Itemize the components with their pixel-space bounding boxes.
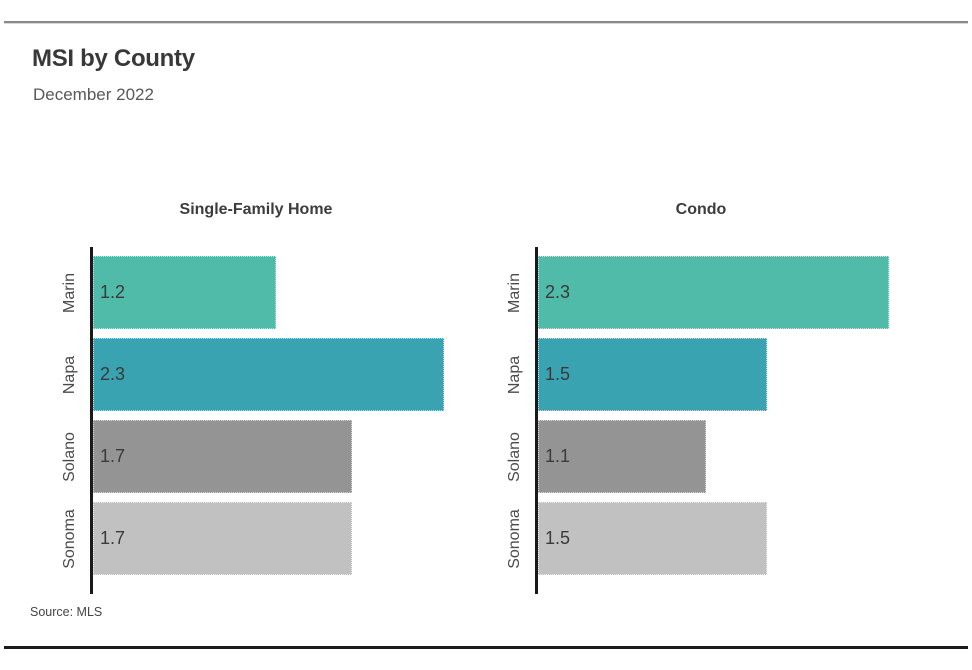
bar-sonoma: 1.7 xyxy=(93,502,353,575)
bar-value-label: 1.1 xyxy=(545,446,571,466)
bar-value-label: 1.5 xyxy=(545,364,571,384)
page-subtitle: December 2022 xyxy=(33,85,154,104)
bar-row: Napa 1.5 xyxy=(498,338,904,411)
bar-solano: 1.1 xyxy=(538,420,706,493)
plot-area: Marin 1.2 Napa 2.3 Solano 1.7 xyxy=(53,247,459,594)
y-axis-line xyxy=(535,247,538,594)
bar-value-label: 1.7 xyxy=(100,446,126,466)
bar-row: Marin 1.2 xyxy=(53,256,459,329)
bar-value-label: 1.5 xyxy=(545,528,571,548)
bar-napa: 1.5 xyxy=(538,338,767,411)
bar-row: Napa 2.3 xyxy=(53,338,459,411)
bar-marin: 2.3 xyxy=(538,256,889,329)
bar-row: Sonoma 1.5 xyxy=(498,502,904,575)
county-label: Napa xyxy=(60,355,78,394)
bar-value-label: 2.3 xyxy=(545,282,571,302)
bar-row: Marin 2.3 xyxy=(498,256,904,329)
page-title: MSI by County xyxy=(32,45,195,72)
county-label: Sonoma xyxy=(60,508,78,569)
county-label: Marin xyxy=(505,272,523,313)
bar-value-label: 1.2 xyxy=(100,282,126,302)
bar-chart-single-family-home: Single-Family Home Marin 1.2 Napa 2.3 xyxy=(53,200,459,594)
bar-row: Solano 1.1 xyxy=(498,420,904,493)
bar-row: Sonoma 1.7 xyxy=(53,502,459,575)
source-note: Source: MLS xyxy=(30,605,103,619)
bar-value-label: 2.3 xyxy=(100,364,126,384)
y-axis-line xyxy=(90,247,93,594)
bar-value-label: 1.7 xyxy=(100,528,126,548)
plot-area: Marin 2.3 Napa 1.5 Solano 1.1 xyxy=(498,247,904,594)
county-label: Marin xyxy=(60,272,78,313)
county-label: Sonoma xyxy=(505,508,523,569)
chart-title: Single-Family Home xyxy=(179,201,333,218)
county-label: Solano xyxy=(505,431,523,482)
bottom-rule xyxy=(4,646,968,649)
bar-solano: 1.7 xyxy=(93,420,353,493)
bar-napa: 2.3 xyxy=(93,338,444,411)
county-label: Solano xyxy=(60,431,78,482)
bar-sonoma: 1.5 xyxy=(538,502,767,575)
bar-marin: 1.2 xyxy=(93,256,276,329)
top-rule xyxy=(4,21,968,24)
bar-chart-condo: Condo Marin 2.3 Napa 1.5 xyxy=(498,200,904,594)
county-label: Napa xyxy=(505,355,523,394)
chart-title: Condo xyxy=(675,201,727,218)
bar-row: Solano 1.7 xyxy=(53,420,459,493)
